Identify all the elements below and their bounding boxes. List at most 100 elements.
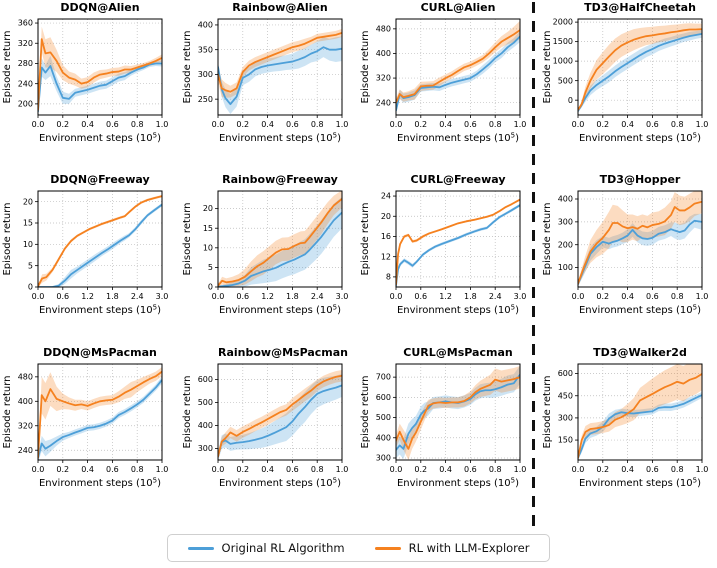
svg-text:0.6: 0.6 bbox=[106, 465, 119, 474]
svg-text:0.8: 0.8 bbox=[671, 120, 684, 129]
svg-text:1.8: 1.8 bbox=[286, 292, 299, 301]
svg-text:1.0: 1.0 bbox=[336, 465, 348, 474]
svg-text:0.2: 0.2 bbox=[596, 120, 609, 129]
legend-item-llm-explorer: RL with LLM-Explorer bbox=[374, 541, 530, 555]
svg-text:400: 400 bbox=[558, 195, 573, 204]
svg-text:0.8: 0.8 bbox=[311, 120, 324, 129]
svg-text:3.0: 3.0 bbox=[514, 292, 526, 301]
subplot-title: DDQN@MsPacman bbox=[43, 346, 157, 359]
svg-text:1000: 1000 bbox=[553, 57, 573, 66]
svg-text:500: 500 bbox=[558, 76, 573, 85]
svg-text:Environment steps (105): Environment steps (105) bbox=[219, 132, 341, 145]
svg-text:0: 0 bbox=[28, 283, 33, 292]
svg-text:0.2: 0.2 bbox=[56, 465, 69, 474]
svg-text:0.0: 0.0 bbox=[572, 465, 585, 474]
subplot-rainbow-alien: Rainbow@Alien 0.0 0.2 0.4 0.6 0.8 1.0 250 300 35… bbox=[180, 0, 348, 150]
svg-text:Environment steps (105): Environment steps (105) bbox=[219, 304, 341, 317]
svg-text:0.4: 0.4 bbox=[439, 465, 452, 474]
subplot-canvas: 0.0 0.2 0.4 0.6 0.8 1.0 240 320 400 480 Episode re… bbox=[360, 18, 526, 145]
legend-label: Original RL Algorithm bbox=[221, 541, 345, 555]
svg-text:0.0: 0.0 bbox=[32, 292, 45, 301]
svg-text:0.2: 0.2 bbox=[414, 465, 427, 474]
svg-text:300: 300 bbox=[376, 454, 391, 463]
svg-text:Environment steps (105): Environment steps (105) bbox=[219, 477, 341, 490]
svg-text:5: 5 bbox=[28, 261, 33, 270]
svg-text:0.4: 0.4 bbox=[439, 120, 452, 129]
svg-text:400: 400 bbox=[376, 433, 391, 442]
subplot-rainbow-mspacman: Rainbow@MsPacman 0.0 0.2 0.4 0.6 0.8 1.0 300 40… bbox=[180, 345, 348, 495]
svg-text:600: 600 bbox=[376, 393, 391, 402]
svg-text:Episode return: Episode return bbox=[182, 30, 193, 103]
svg-text:0.6: 0.6 bbox=[414, 292, 427, 301]
subplot-canvas: 0.0 0.2 0.4 0.6 0.8 1.0 100 200 300 400 Episode re… bbox=[542, 190, 708, 316]
svg-text:Episode return: Episode return bbox=[182, 375, 193, 448]
svg-text:Environment steps (105): Environment steps (105) bbox=[39, 477, 161, 490]
svg-text:400: 400 bbox=[18, 397, 33, 406]
svg-text:Environment steps (105): Environment steps (105) bbox=[397, 132, 519, 145]
svg-text:0.0: 0.0 bbox=[390, 292, 403, 301]
svg-text:15: 15 bbox=[23, 219, 33, 228]
svg-text:10: 10 bbox=[203, 243, 213, 252]
subplot-title: TD3@Hopper bbox=[599, 173, 681, 186]
svg-text:8: 8 bbox=[386, 272, 391, 281]
svg-text:320: 320 bbox=[376, 74, 391, 83]
column-divider-dashed-line bbox=[532, 2, 535, 558]
svg-text:Episode return: Episode return bbox=[360, 202, 371, 275]
svg-text:200: 200 bbox=[558, 240, 573, 249]
svg-text:150: 150 bbox=[558, 436, 573, 445]
subplot-canvas: 0.0 0.6 1.2 1.8 2.4 3.0 0 5 10 15 20 Episode return… bbox=[2, 190, 168, 317]
svg-text:1.2: 1.2 bbox=[439, 292, 452, 301]
svg-text:400: 400 bbox=[198, 421, 213, 430]
svg-text:1.8: 1.8 bbox=[106, 292, 119, 301]
svg-text:0.6: 0.6 bbox=[464, 120, 477, 129]
orange-line-swatch bbox=[374, 546, 401, 550]
svg-text:0.2: 0.2 bbox=[596, 465, 609, 474]
svg-text:1.2: 1.2 bbox=[81, 292, 94, 301]
svg-text:Episode return: Episode return bbox=[360, 30, 371, 103]
svg-text:2.4: 2.4 bbox=[311, 292, 324, 301]
subplot-title: CURL@MsPacman bbox=[403, 346, 513, 359]
subplot-canvas: 0.0 0.6 1.2 1.8 2.4 3.0 0 5 10 15 20 Episode return… bbox=[182, 190, 348, 317]
svg-text:5: 5 bbox=[208, 263, 213, 272]
svg-text:Environment steps (105): Environment steps (105) bbox=[39, 304, 161, 317]
svg-text:1.2: 1.2 bbox=[261, 292, 274, 301]
svg-text:0.8: 0.8 bbox=[489, 465, 502, 474]
svg-text:300: 300 bbox=[558, 414, 573, 423]
svg-text:350: 350 bbox=[198, 45, 213, 54]
svg-text:0.8: 0.8 bbox=[131, 120, 144, 129]
subplot-canvas: 0.0 0.2 0.4 0.6 0.8 1.0 250 300 350 400 Episode re… bbox=[182, 18, 348, 145]
svg-text:480: 480 bbox=[376, 24, 391, 33]
subplot-ddqn-mspacman: DDQN@MsPacman 0.0 0.2 0.4 0.6 0.8 1.0 240 320 40… bbox=[0, 345, 168, 495]
svg-text:0.6: 0.6 bbox=[646, 292, 659, 301]
legend-box: Original RL Algorithm RL with LLM-Explor… bbox=[166, 534, 551, 562]
svg-text:500: 500 bbox=[198, 398, 213, 407]
legend-item-original-rl: Original RL Algorithm bbox=[187, 541, 345, 555]
svg-text:250: 250 bbox=[198, 95, 213, 104]
svg-text:0.4: 0.4 bbox=[621, 465, 634, 474]
svg-text:2000: 2000 bbox=[553, 18, 573, 27]
svg-text:360: 360 bbox=[18, 19, 33, 28]
subplot-title: CURL@Alien bbox=[420, 1, 496, 14]
svg-text:Episode return: Episode return bbox=[2, 30, 13, 103]
svg-text:1.0: 1.0 bbox=[156, 120, 168, 129]
svg-text:Episode return: Episode return bbox=[182, 202, 193, 275]
legend-label: RL with LLM-Explorer bbox=[408, 541, 530, 555]
svg-text:400: 400 bbox=[376, 49, 391, 58]
svg-text:0.2: 0.2 bbox=[414, 120, 427, 129]
svg-text:0.0: 0.0 bbox=[390, 120, 403, 129]
svg-text:0.4: 0.4 bbox=[261, 465, 274, 474]
svg-text:0.0: 0.0 bbox=[212, 292, 225, 301]
subplot-title: Rainbow@MsPacman bbox=[218, 346, 349, 359]
svg-text:450: 450 bbox=[558, 391, 573, 400]
svg-text:280: 280 bbox=[18, 59, 33, 68]
svg-text:0.6: 0.6 bbox=[464, 465, 477, 474]
svg-text:0.6: 0.6 bbox=[286, 465, 299, 474]
svg-text:0.0: 0.0 bbox=[572, 120, 585, 129]
subplot-canvas: 0.0 0.2 0.4 0.6 0.8 1.0 300 400 500 600 Episode re… bbox=[182, 363, 348, 490]
subplot-title: TD3@HalfCheetah bbox=[584, 1, 696, 14]
subplot-title: Rainbow@Alien bbox=[232, 1, 328, 14]
subplot-canvas: 0.0 0.2 0.4 0.6 0.8 1.0 240 320 400 480 Episode re… bbox=[2, 363, 168, 490]
svg-text:0.2: 0.2 bbox=[236, 120, 249, 129]
svg-text:400: 400 bbox=[198, 21, 213, 30]
svg-text:0.8: 0.8 bbox=[671, 292, 684, 301]
